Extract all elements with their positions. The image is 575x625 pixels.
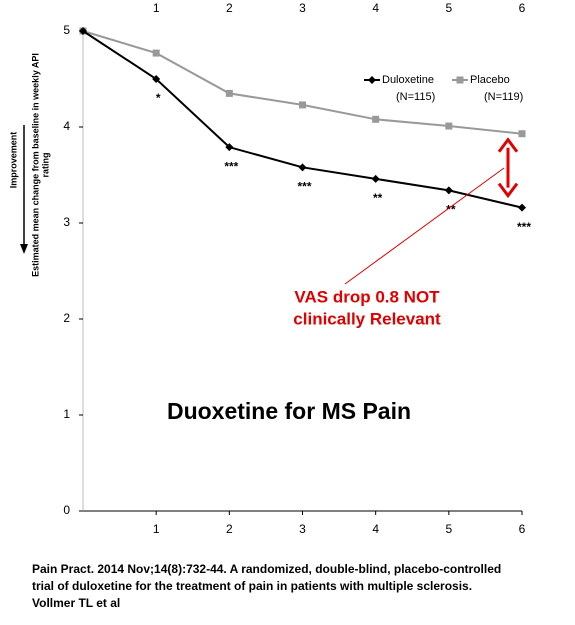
chart-title: Duoxetine for MS Pain — [167, 398, 411, 424]
citation: trial of duloxetine for the treatment of… — [32, 579, 472, 593]
series-line — [82, 30, 523, 135]
significance: *** — [224, 159, 238, 173]
x-tick-label-top: 2 — [226, 1, 233, 15]
y-tick-label: 4 — [63, 119, 70, 133]
x-tick-label-top: 6 — [519, 1, 526, 15]
legend-marker — [368, 76, 376, 84]
legend-n: (N=115) — [396, 91, 435, 103]
annotation-arrow-head — [497, 182, 519, 199]
point — [225, 143, 234, 152]
x-tick-label: 3 — [299, 522, 306, 536]
x-tick-label-top: 5 — [445, 1, 452, 15]
significance: ** — [446, 203, 456, 217]
y-arrow-head — [20, 244, 28, 254]
point — [225, 89, 233, 97]
point — [372, 115, 380, 123]
x-tick-label: 4 — [372, 522, 379, 536]
x-tick-label-top: 4 — [372, 1, 379, 15]
annotation-arrow-head — [497, 137, 519, 153]
significance: * — [156, 91, 161, 105]
y-tick-label: 3 — [63, 215, 70, 229]
significance: *** — [517, 220, 531, 234]
point — [299, 101, 306, 109]
x-tick-label: 6 — [519, 522, 526, 536]
y-tick-label: 1 — [63, 407, 70, 421]
annotation: VAS drop 0.8 NOT — [294, 287, 440, 306]
point — [371, 174, 380, 183]
point — [444, 186, 453, 195]
point — [79, 27, 87, 35]
y-tick-label: 2 — [63, 311, 70, 325]
point — [518, 203, 526, 212]
significance: ** — [373, 191, 383, 205]
point — [445, 122, 453, 130]
x-tick-label-top: 3 — [299, 1, 306, 15]
citation: Vollmer TL et al — [32, 596, 120, 610]
annotation-pointer — [344, 167, 505, 285]
x-tick-label: 5 — [445, 522, 452, 536]
point — [152, 49, 160, 57]
x-tick-label-top: 1 — [153, 1, 160, 15]
legend-label: Placebo — [470, 74, 510, 86]
citation: Pain Pract. 2014 Nov;14(8):732-44. A ran… — [32, 562, 501, 576]
point — [152, 75, 161, 83]
y-label: Improvement — [8, 132, 18, 189]
y-sublabel: rating — [40, 152, 50, 177]
point — [518, 130, 526, 138]
legend-n: (N=119) — [484, 91, 523, 103]
legend-label: Duloxetine — [382, 74, 434, 86]
legend-marker — [456, 76, 464, 84]
annotation: clinically Relevant — [293, 309, 441, 328]
y-tick-label: 5 — [63, 23, 70, 37]
y-tick-label: 0 — [63, 503, 70, 517]
significance: *** — [297, 179, 311, 193]
x-tick-label: 1 — [153, 522, 160, 536]
x-tick-label: 2 — [226, 522, 233, 536]
y-sublabel: Estimated mean change from baseline in w… — [30, 53, 40, 277]
point — [298, 163, 307, 172]
